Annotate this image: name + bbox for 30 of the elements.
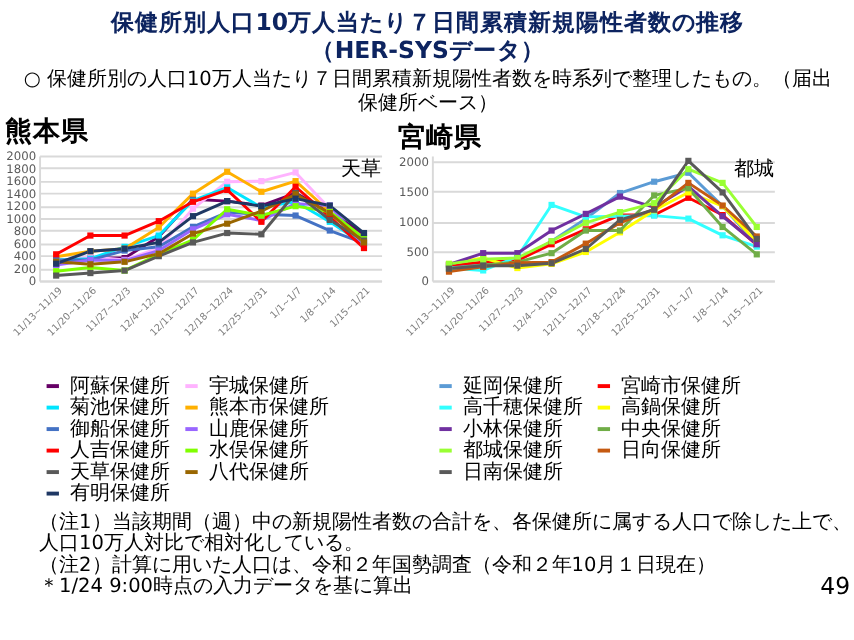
text: （注1）当該期間（週）中の新規陽性者数の合計を、各保健所に属する人口で除した上で、人口10万人対比で相対化している。 [39,509,852,556]
legend-label: 熊本市保健所 [209,395,330,420]
legend-label: 日向保健所 [621,438,722,463]
text: 49 [820,572,851,601]
text: ＊1/24 9:00時点の入力データを基に算出 [39,574,414,599]
legend-label: 日南保健所 [463,459,564,484]
legend-label: 延岡保健所 [461,373,564,398]
chart-title: 宮崎県 [398,119,485,154]
chart-title: 熊本県 [5,113,92,148]
legend-label: 水俣保健所 [209,438,310,463]
legend-label: 有明保健所 [70,481,171,506]
legend-label: 菊池保健所 [70,395,171,420]
legend-label: 山鹿保健所 [209,416,310,441]
legend-label: 八代保健所 [209,459,310,484]
legend-label: 宮崎市保健所 [621,373,742,398]
legend-label: 人吉保健所 [70,438,171,463]
legend-label: 宇城保健所 [209,373,310,398]
annotation: 都城 [733,157,774,182]
legend-label: 中央保健所 [621,416,722,441]
legend-label: 阿蘇保健所 [70,373,171,398]
legend-label: 高鍋保健所 [621,395,722,420]
legend-label: 天草保健所 [70,459,171,484]
legend-label: 高千穂保健所 [463,395,584,420]
legend-label: 都城保健所 [463,438,564,463]
text: 保健所別人口10万人当たり７日間累積新規陽性者数の推移（HER-SYSデータ） [109,8,745,64]
legend-label: 小林保健所 [463,416,564,441]
legend-label: 御船保健所 [70,416,171,441]
annotation: 天草 [341,157,382,182]
text: （注2）計算に用いた人口は、令和２年国勢調査（令和２年10月１日現在） [39,552,717,577]
text: ○ 保健所別の人口10万人当たり７日間累積新規陽性者数を時系列で整理したもの。（届出保健所ベース） [23,67,832,115]
